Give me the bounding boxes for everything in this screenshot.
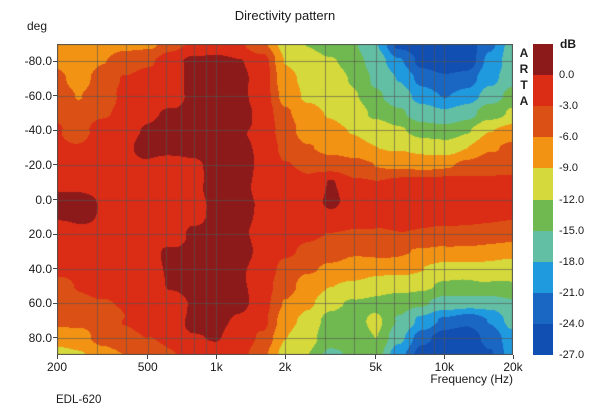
directivity-heatmap-plot[interactable] — [57, 44, 513, 355]
y-tick-label: -40.0 — [24, 123, 52, 138]
x-axis-tick — [512, 355, 514, 359]
model-label: EDL-620 — [56, 394, 102, 406]
x-axis-tick — [375, 355, 377, 359]
colorbar-segment — [533, 230, 553, 263]
x-axis-tick — [284, 355, 286, 359]
colorbar-segment — [533, 261, 553, 294]
y-tick-label: 20.0 — [28, 227, 52, 242]
colorbar-segment — [533, 106, 553, 138]
x-tick-label: 500 — [137, 360, 158, 374]
y-tick-label: -60.0 — [24, 88, 52, 103]
colorbar-tick-label: -3.0 — [559, 100, 578, 113]
x-axis-tick — [56, 355, 58, 359]
x-axis-tick — [215, 355, 217, 359]
colorbar-tick-label: -9.0 — [559, 162, 578, 175]
chart-title: Directivity pattern — [234, 8, 336, 23]
colorbar-segment — [533, 292, 553, 325]
y-tick-label: 40.0 — [28, 261, 52, 276]
y-tick-label: -80.0 — [24, 54, 52, 69]
colorbar-tick-label: -12.0 — [559, 193, 585, 206]
x-tick-label: 2k — [278, 360, 292, 374]
colorbar-tick-label: 0.0 — [559, 69, 575, 82]
y-tick-label: 0.0 — [35, 192, 52, 207]
y-tick-label: 80.0 — [28, 330, 52, 345]
colorbar-segment — [533, 168, 553, 200]
y-axis-unit-label: deg — [26, 19, 47, 33]
colorbar-tick-label: -15.0 — [559, 224, 585, 237]
colorbar-tick-label: -21.0 — [559, 286, 585, 299]
colorbar-segment — [533, 75, 553, 107]
colorbar-tick-label: -6.0 — [559, 131, 578, 144]
colorbar-segment — [533, 137, 553, 169]
colorbar-segment — [533, 199, 553, 232]
x-tick-label: 1k — [210, 360, 223, 374]
x-axis-label: Frequency (Hz) — [430, 372, 513, 386]
x-axis-tick — [147, 355, 149, 359]
x-tick-label: 200 — [46, 360, 68, 374]
colorbar-segment — [533, 44, 553, 76]
colorbar — [533, 44, 553, 356]
colorbar-tick-label: -27.0 — [559, 349, 585, 361]
arta-watermark: ARTA — [517, 46, 531, 110]
colorbar-tick-label: -18.0 — [559, 255, 585, 268]
y-tick-label: -20.0 — [24, 157, 52, 172]
colorbar-tick-label: -24.0 — [559, 317, 585, 330]
colorbar-segment — [533, 323, 553, 356]
colorbar-unit-label: dB — [560, 37, 576, 51]
x-axis-tick — [443, 355, 445, 359]
y-tick-label: 60.0 — [28, 296, 52, 311]
